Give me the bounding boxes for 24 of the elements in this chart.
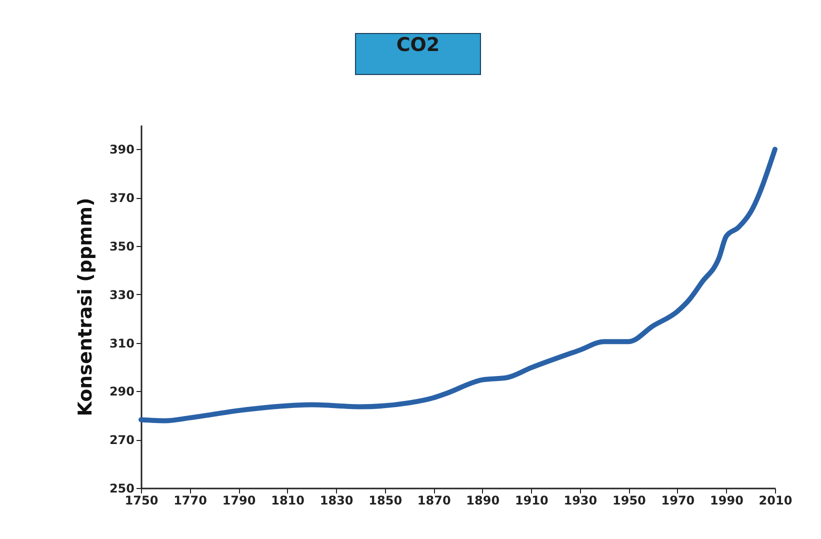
x-tick-label: 1950 bbox=[612, 494, 646, 508]
y-tick-label: 390 bbox=[109, 142, 134, 157]
y-tick-label: 270 bbox=[109, 433, 134, 448]
x-tick-label: 1790 bbox=[222, 494, 256, 508]
y-axis-title: Konsentrasi (ppmm) bbox=[74, 198, 96, 416]
y-tick-label: 330 bbox=[109, 288, 134, 302]
y-tick-label: 370 bbox=[109, 191, 134, 206]
x-tick-label: 2010 bbox=[758, 494, 792, 508]
x-tick-label: 1770 bbox=[174, 494, 207, 508]
x-tick-label: 1750 bbox=[124, 494, 158, 508]
x-tick-label: 1850 bbox=[368, 494, 402, 508]
y-tick-label: 290 bbox=[109, 384, 134, 399]
x-tick-label: 1810 bbox=[271, 494, 305, 508]
chart-title: CO2 bbox=[355, 33, 481, 75]
x-tick-label: 1930 bbox=[564, 494, 598, 508]
y-tick-label: 250 bbox=[109, 482, 134, 496]
x-tick-label: 1970 bbox=[661, 494, 695, 508]
x-tick-label: 1990 bbox=[710, 494, 744, 508]
x-tick-label: 1870 bbox=[417, 494, 451, 508]
y-tick-label: 310 bbox=[109, 336, 134, 350]
x-tick-label: 1890 bbox=[466, 494, 500, 508]
y-tick-label: 350 bbox=[109, 240, 134, 254]
x-tick-label: 1830 bbox=[320, 494, 354, 508]
x-tick-label: 1910 bbox=[514, 494, 548, 508]
